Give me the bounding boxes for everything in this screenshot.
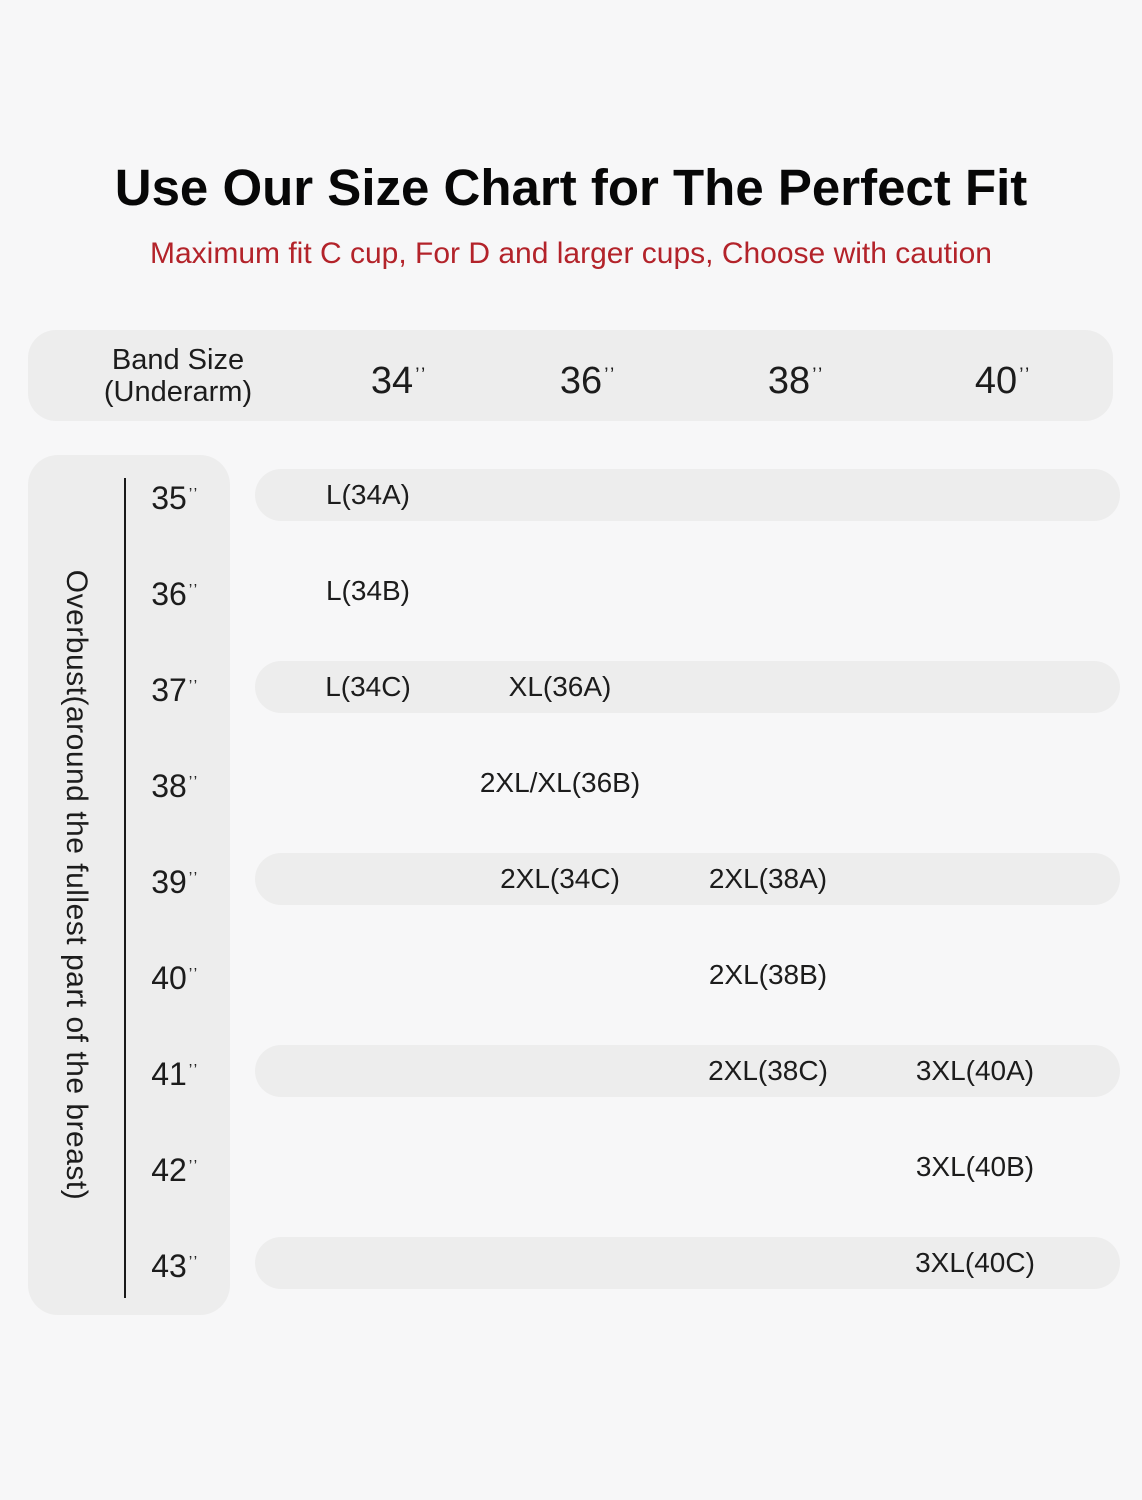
size-cell bbox=[450, 1237, 670, 1289]
table-row-37: 37’’ L(34C) XL(36A) bbox=[0, 661, 1142, 713]
row-shade bbox=[255, 1045, 1120, 1097]
size-cell bbox=[658, 757, 878, 809]
size-cell bbox=[658, 565, 878, 617]
overbust-number: 37 bbox=[151, 671, 187, 708]
table-row-36: 36’’ L(34B) bbox=[0, 565, 1142, 617]
size-cell bbox=[258, 1237, 478, 1289]
size-cell bbox=[658, 1141, 878, 1193]
overbust-number: 35 bbox=[151, 479, 187, 516]
overbust-value: 42’’ bbox=[125, 1141, 225, 1193]
overbust-axis-panel: Overbust(around the fullest part of the … bbox=[28, 455, 230, 1315]
table-row-43: 43’’ 3XL(40C) bbox=[0, 1237, 1142, 1289]
overbust-number: 36 bbox=[151, 575, 187, 612]
overbust-value: 35’’ bbox=[125, 469, 225, 521]
size-cell bbox=[865, 469, 1085, 521]
size-cell bbox=[258, 1141, 478, 1193]
column-header-40-value: 40 bbox=[974, 359, 1018, 402]
table-row-40: 40’’ 2XL(38B) bbox=[0, 949, 1142, 1001]
row-shade bbox=[255, 469, 1120, 521]
size-cell bbox=[658, 1237, 878, 1289]
overbust-number: 41 bbox=[151, 1055, 187, 1092]
size-cell bbox=[865, 565, 1085, 617]
inch-mark: ’’ bbox=[188, 774, 199, 791]
size-cell bbox=[258, 949, 478, 1001]
inch-mark: ’’ bbox=[604, 365, 617, 386]
size-cell bbox=[658, 661, 878, 713]
overbust-value: 40’’ bbox=[125, 949, 225, 1001]
row-shade bbox=[255, 1237, 1120, 1289]
overbust-number: 43 bbox=[151, 1247, 187, 1284]
inch-mark: ’’ bbox=[188, 1158, 199, 1175]
size-cell: XL(36A) bbox=[508, 671, 612, 702]
table-row-35: 35’’ L(34A) bbox=[0, 469, 1142, 521]
column-header-38: 38’’ bbox=[696, 330, 896, 421]
axis-divider-line bbox=[124, 478, 126, 1298]
size-cell bbox=[258, 853, 478, 905]
column-header-36: 36’’ bbox=[488, 330, 688, 421]
overbust-value: 37’’ bbox=[125, 661, 225, 713]
size-cell: L(34B) bbox=[325, 575, 411, 606]
table-row-39: 39’’ 2XL(34C) 2XL(38A) bbox=[0, 853, 1142, 905]
inch-mark: ’’ bbox=[188, 582, 199, 599]
band-size-header-row: Band Size (Underarm) 34’’ 36’’ 38’’ 40’’ bbox=[28, 330, 1113, 421]
size-cell: 3XL(40C) bbox=[915, 1247, 1035, 1278]
page-title: Use Our Size Chart for The Perfect Fit bbox=[114, 159, 1028, 216]
overbust-value: 38’’ bbox=[125, 757, 225, 809]
column-header-40: 40’’ bbox=[903, 330, 1103, 421]
size-cell bbox=[450, 565, 670, 617]
inch-mark: ’’ bbox=[188, 486, 199, 503]
page-subtitle: Maximum fit C cup, For D and larger cups… bbox=[149, 237, 992, 270]
overbust-number: 38 bbox=[151, 767, 187, 804]
size-cell bbox=[865, 853, 1085, 905]
column-header-34: 34’’ bbox=[299, 330, 499, 421]
inch-mark: ’’ bbox=[812, 365, 825, 386]
size-cell bbox=[450, 1141, 670, 1193]
size-cell bbox=[258, 1045, 478, 1097]
size-cell: 2XL/XL(36B) bbox=[479, 767, 641, 798]
overbust-number: 42 bbox=[151, 1151, 187, 1188]
overbust-value: 43’’ bbox=[125, 1237, 225, 1289]
inch-mark: ’’ bbox=[188, 678, 199, 695]
size-cell: 3XL(40A) bbox=[915, 1055, 1035, 1086]
table-row-41: 41’’ 2XL(38C) 3XL(40A) bbox=[0, 1045, 1142, 1097]
size-cell: 2XL(38C) bbox=[708, 1055, 828, 1086]
size-cell bbox=[658, 469, 878, 521]
inch-mark: ’’ bbox=[188, 1254, 199, 1271]
corner-label-line1: Band Size bbox=[111, 343, 245, 376]
size-cell bbox=[450, 1045, 670, 1097]
overbust-number: 39 bbox=[151, 863, 187, 900]
size-cell: 2XL(38B) bbox=[708, 959, 828, 990]
size-cell bbox=[450, 949, 670, 1001]
column-header-34-value: 34 bbox=[370, 359, 414, 402]
inch-mark: ’’ bbox=[188, 1062, 199, 1079]
size-cell bbox=[258, 757, 478, 809]
row-shade bbox=[255, 853, 1120, 905]
inch-mark: ’’ bbox=[188, 870, 199, 887]
inch-mark: ’’ bbox=[1019, 365, 1032, 386]
inch-mark: ’’ bbox=[415, 365, 428, 386]
size-cell: 3XL(40B) bbox=[915, 1151, 1035, 1182]
size-cell bbox=[450, 469, 670, 521]
size-cell: 2XL(34C) bbox=[500, 863, 620, 894]
row-shade bbox=[255, 661, 1120, 713]
size-cell bbox=[865, 949, 1085, 1001]
table-row-42: 42’’ 3XL(40B) bbox=[0, 1141, 1142, 1193]
size-cell: 2XL(38A) bbox=[708, 863, 828, 894]
overbust-number: 40 bbox=[151, 959, 187, 996]
corner-label: Band Size (Underarm) bbox=[68, 330, 288, 421]
inch-mark: ’’ bbox=[188, 966, 199, 983]
column-header-38-value: 38 bbox=[767, 359, 811, 402]
corner-label-line2: (Underarm) bbox=[103, 375, 253, 408]
size-cell bbox=[865, 661, 1085, 713]
size-cell: L(34C) bbox=[325, 671, 411, 702]
size-cell: L(34A) bbox=[325, 479, 411, 510]
table-row-38: 38’’ 2XL/XL(36B) bbox=[0, 757, 1142, 809]
overbust-value: 39’’ bbox=[125, 853, 225, 905]
overbust-value: 36’’ bbox=[125, 565, 225, 617]
size-cell bbox=[865, 757, 1085, 809]
column-header-36-value: 36 bbox=[559, 359, 603, 402]
overbust-value: 41’’ bbox=[125, 1045, 225, 1097]
